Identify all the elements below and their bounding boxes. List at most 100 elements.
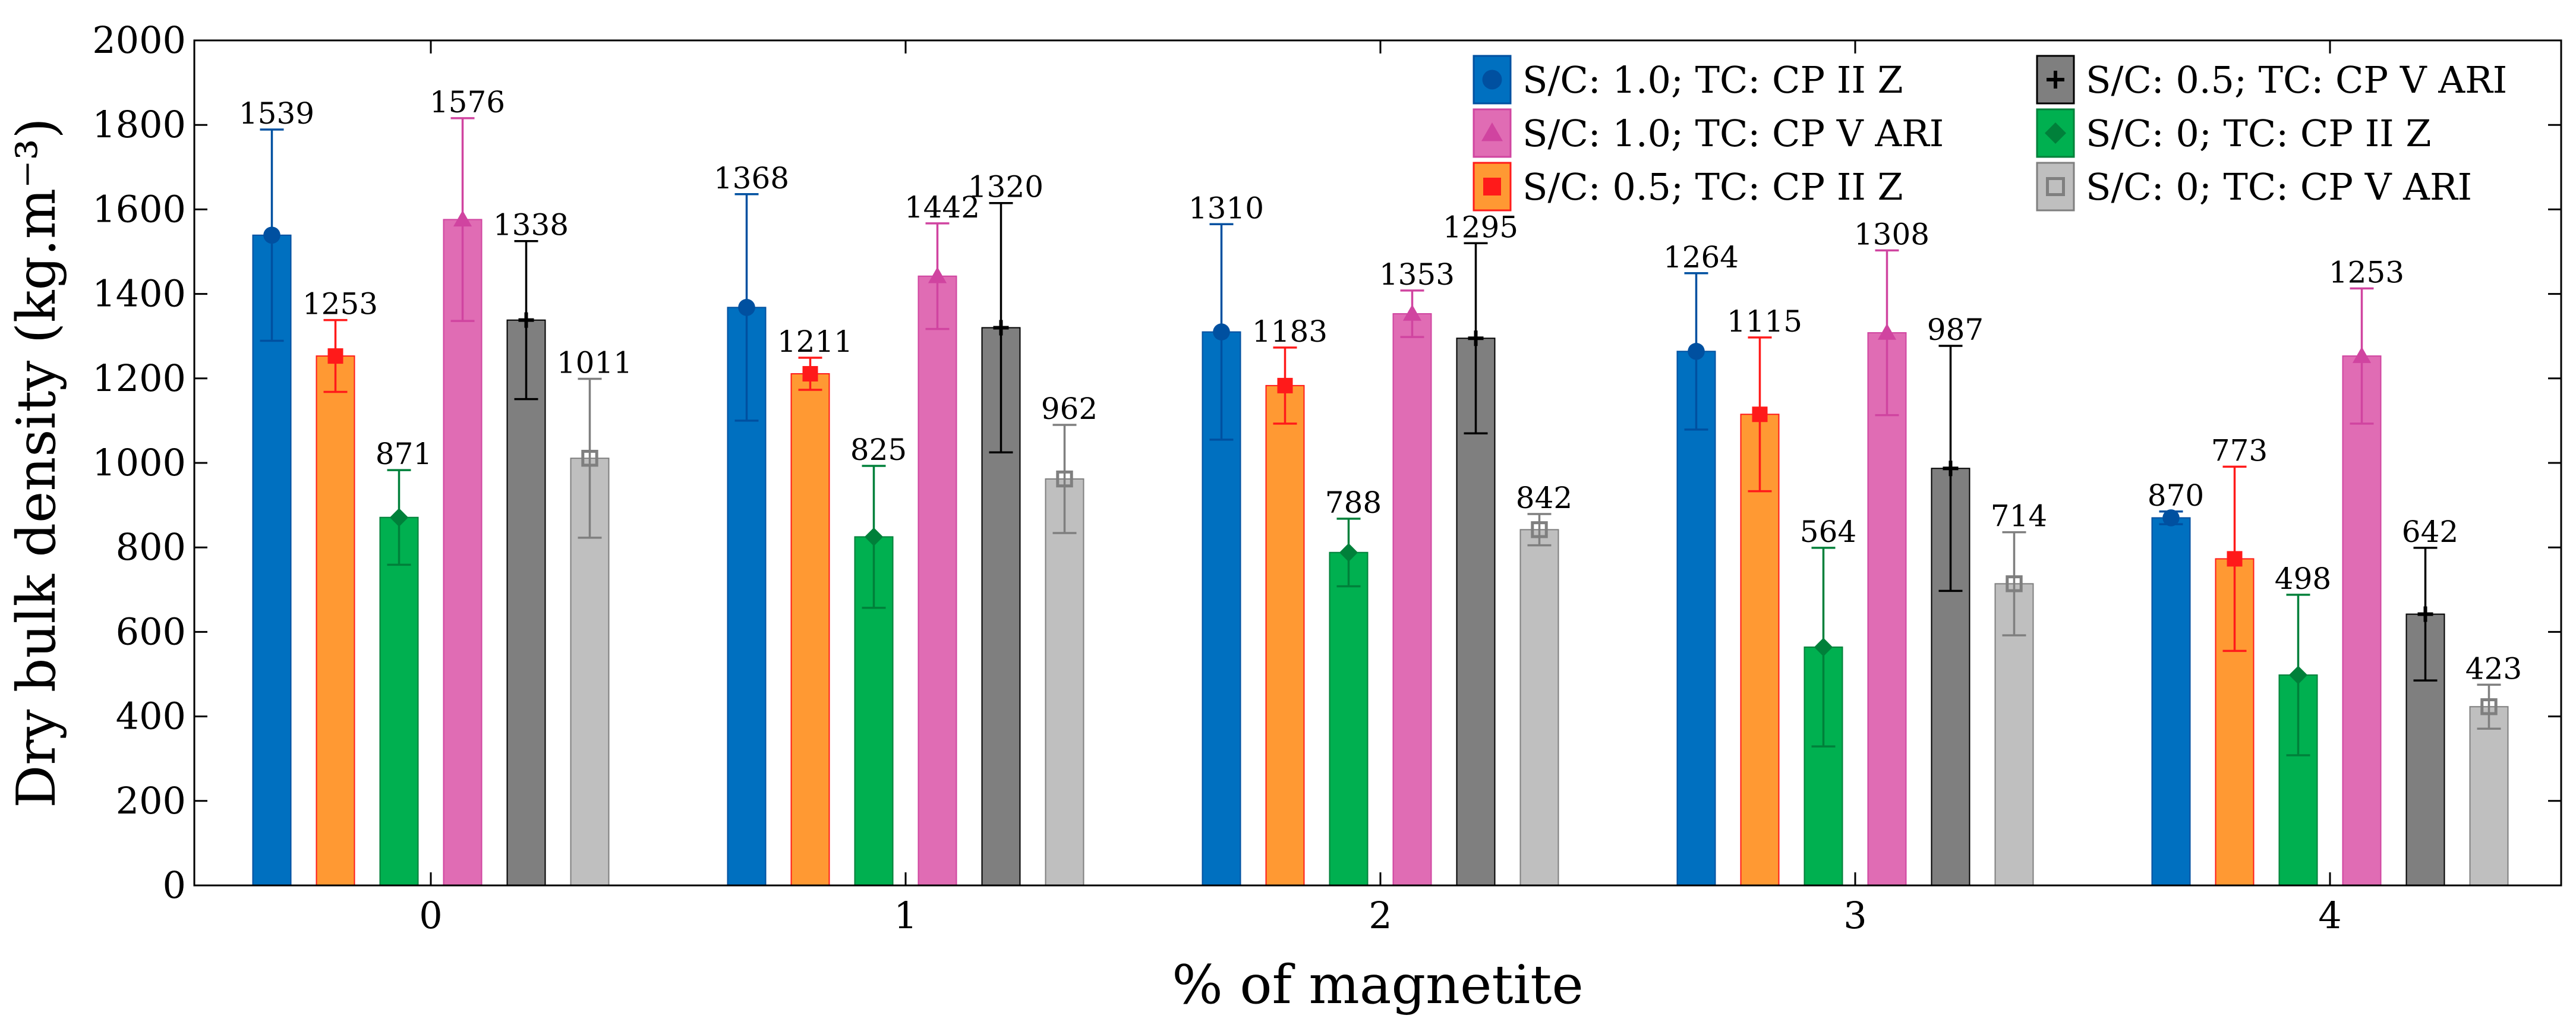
legend-label: S/C: 0; TC: CP II Z (2086, 112, 2431, 155)
data-label: 962 (1041, 392, 1098, 426)
data-marker (1531, 521, 1548, 538)
error-bar (2477, 683, 2501, 730)
bar (1392, 313, 1432, 886)
bar-layer: 1539 1368 1310 1264 870 1253 1211 1183 1115 773 87… (239, 85, 2522, 886)
data-label: 987 (1927, 313, 1984, 347)
data-label: 1295 (1443, 210, 1518, 244)
data-marker (581, 449, 598, 467)
bar (1676, 351, 1716, 886)
data-marker (1943, 461, 1959, 477)
legend-marker (2045, 122, 2066, 144)
y-axis-title: Dry bulk density (kg.m⁻³) (5, 118, 68, 808)
data-label: 1115 (1727, 304, 1802, 339)
data-marker (2162, 509, 2180, 526)
bar (917, 275, 957, 886)
data-marker (1402, 304, 1422, 321)
y-tick-label: 1400 (92, 272, 186, 316)
data-label: 642 (2402, 515, 2458, 549)
legend-label: S/C: 1.0; TC: CP II Z (1522, 58, 1903, 102)
data-marker (1752, 406, 1768, 423)
y-tick-label: 1200 (92, 357, 186, 400)
data-marker (802, 365, 818, 381)
error-bar (2002, 531, 2026, 636)
data-label: 870 (2148, 478, 2204, 513)
data-label: 1310 (1188, 191, 1264, 225)
data-label: 1576 (430, 85, 505, 119)
data-label: 1320 (968, 170, 1043, 204)
legend-marker (1482, 70, 1502, 90)
legend-label: S/C: 0.5; TC: CP II Z (1522, 165, 1903, 209)
data-marker (1213, 323, 1230, 340)
data-label: 842 (1516, 481, 1572, 515)
data-label: 1211 (777, 324, 853, 359)
legend-label: S/C: 1.0; TC: CP V ARI (1522, 112, 1944, 155)
bar (2342, 355, 2382, 886)
data-marker (2417, 606, 2433, 622)
x-tick-label: 0 (419, 894, 442, 937)
bar (379, 516, 419, 886)
data-marker (518, 312, 534, 328)
x-axis-title: % of magnetite (1172, 954, 1583, 1016)
legend-label: S/C: 0; TC: CP V ARI (2086, 165, 2472, 209)
legend-swatch (2036, 162, 2075, 212)
data-marker (2288, 666, 2308, 685)
data-marker (2352, 346, 2372, 363)
error-bar (1527, 513, 1552, 547)
data-marker (993, 320, 1009, 336)
x-tick-label: 4 (2318, 894, 2341, 937)
x-tick-label: 3 (1843, 894, 1866, 937)
y-tick-label: 1600 (92, 187, 186, 231)
data-label: 714 (1991, 499, 2047, 534)
y-tick-label: 1800 (92, 103, 186, 146)
x-tick-label: 1 (894, 894, 917, 937)
y-tick-label: 800 (116, 525, 186, 569)
bar (1519, 529, 1559, 886)
data-marker (1277, 377, 1293, 393)
data-marker (738, 299, 755, 316)
data-label: 498 (2275, 562, 2331, 596)
data-marker (1688, 342, 1705, 360)
bar (2151, 517, 2191, 886)
data-marker (453, 210, 472, 227)
legend-marker (2047, 71, 2064, 89)
data-marker (389, 508, 409, 527)
bar (1045, 478, 1084, 886)
data-label: 871 (376, 437, 432, 471)
data-label: 1011 (557, 346, 632, 380)
data-label: 1539 (239, 96, 314, 131)
y-tick-label: 2000 (92, 18, 186, 62)
data-marker (1339, 543, 1358, 562)
legend-marker (1481, 122, 1503, 141)
data-marker (327, 348, 343, 364)
bar (1740, 414, 1780, 886)
data-marker (2006, 575, 2023, 592)
data-label: 1183 (1252, 314, 1328, 349)
x-tick-label: 2 (1369, 894, 1392, 937)
bar (316, 355, 355, 886)
bar (1265, 384, 1305, 886)
bar (2469, 706, 2509, 886)
data-label: 564 (1800, 515, 1856, 549)
data-label: 1338 (493, 208, 569, 242)
data-label: 1308 (1854, 217, 1929, 251)
data-marker (263, 226, 280, 244)
bar (790, 373, 830, 886)
bar (252, 234, 292, 886)
data-label: 1253 (2329, 255, 2404, 289)
data-marker (1468, 330, 1484, 346)
legend-marker (1483, 178, 1501, 196)
legend-marker (2046, 177, 2065, 196)
data-label: 825 (850, 433, 907, 467)
data-marker (2480, 698, 2498, 715)
data-label: 1253 (302, 287, 378, 321)
bar (443, 219, 483, 886)
y-tick-label: 400 (116, 695, 186, 738)
bar (506, 319, 546, 886)
data-label: 773 (2211, 433, 2268, 468)
data-label: 788 (1325, 485, 1382, 520)
y-tick-label: 600 (116, 610, 186, 653)
data-marker (1814, 638, 1833, 657)
y-tick-label: 1000 (92, 441, 186, 484)
